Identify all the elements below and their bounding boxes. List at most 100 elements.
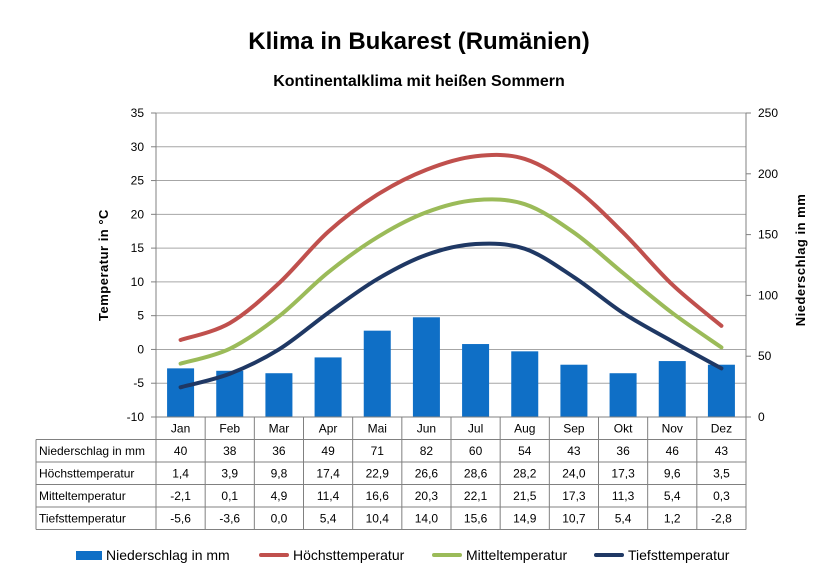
table-cell: 0,3 [713, 489, 730, 503]
table-cell: 0,0 [271, 511, 288, 525]
table-cell: 17,4 [316, 466, 340, 480]
table-cell: 5,4 [615, 511, 632, 525]
table-row-label: Tiefsttemperatur [39, 511, 126, 525]
min-temp-line [178, 241, 724, 390]
table-cell: 5,4 [320, 511, 337, 525]
table-cell: 4,9 [271, 489, 288, 503]
left-axis-tick-label: 5 [137, 309, 144, 323]
table-cell: 43 [567, 444, 581, 458]
precipitation-bar [658, 361, 686, 417]
left-axis-tick-label: 30 [131, 140, 145, 154]
table-cell: 9,6 [664, 466, 681, 480]
month-label: Jul [468, 421, 483, 435]
legend-item-max-temp: Höchsttemperatur [259, 547, 404, 563]
left-axis-title: Temperatur in °C [96, 209, 111, 321]
month-label: Jun [417, 421, 436, 435]
table-cell: 17,3 [562, 489, 586, 503]
month-label: Apr [319, 421, 338, 435]
month-label: Mai [368, 421, 387, 435]
legend-label-precipitation: Niederschlag in mm [106, 547, 230, 563]
table-cell: 3,5 [713, 466, 730, 480]
table-cell: 20,3 [415, 489, 439, 503]
table-cell: 16,6 [366, 489, 390, 503]
table-cell: 28,6 [464, 466, 488, 480]
left-axis-tick-label: 25 [131, 174, 145, 188]
chart-legend: Niederschlag in mm Höchsttemperatur Mitt… [0, 547, 838, 567]
table-cell: -2,8 [711, 511, 732, 525]
month-label: Dez [711, 421, 732, 435]
month-label: Mar [269, 421, 290, 435]
legend-swatch-min-temp [594, 553, 624, 557]
table-cell: 40 [174, 444, 188, 458]
table-cell: 71 [371, 444, 385, 458]
table-cell: 26,6 [415, 466, 439, 480]
month-label: Nov [662, 421, 683, 435]
month-label: Sep [563, 421, 585, 435]
table-cell: 22,9 [366, 466, 390, 480]
table-cell: 24,0 [562, 466, 586, 480]
right-axis-tick-label: 250 [758, 106, 778, 120]
table-cell: 21,5 [513, 489, 537, 503]
precipitation-bar [314, 357, 342, 417]
precipitation-bar [363, 330, 391, 417]
right-axis-tick-label: 200 [758, 167, 778, 181]
precipitation-bar [511, 351, 539, 417]
table-cell: 54 [518, 444, 532, 458]
table-cell: 36 [616, 444, 630, 458]
precipitation-bar [412, 317, 440, 417]
chart-title: Klima in Bukarest (Rumänien) [248, 28, 590, 55]
left-axis-tick-label: 15 [131, 241, 145, 255]
right-axis-title: Niederschlag in mm [793, 194, 808, 327]
table-cell: 10,4 [366, 511, 390, 525]
precipitation-bar [265, 373, 293, 417]
precipitation-bar [707, 364, 735, 417]
left-axis-tick-label: 35 [131, 106, 145, 120]
table-cell: -3,6 [219, 511, 240, 525]
precipitation-bar [167, 368, 195, 417]
legend-swatch-mean-temp [432, 553, 462, 557]
table-cell: 9,8 [271, 466, 288, 480]
table-cell: 15,6 [464, 511, 488, 525]
table-cell: 49 [321, 444, 335, 458]
precipitation-bar [560, 364, 588, 417]
month-label: Okt [614, 421, 633, 435]
max-temp-line [178, 152, 724, 342]
left-axis-tick-label: 0 [137, 342, 144, 356]
right-axis-tick-label: 100 [758, 288, 778, 302]
table-cell: 1,4 [172, 466, 189, 480]
left-axis-tick-label: -5 [133, 376, 144, 390]
legend-item-mean-temp: Mitteltemperatur [432, 547, 567, 563]
table-cell: 46 [666, 444, 680, 458]
precipitation-bar [462, 344, 490, 417]
table-cell: 11,4 [317, 489, 340, 503]
table-cell: 5,4 [664, 489, 681, 503]
table-cell: 0,1 [221, 489, 238, 503]
table-cell: -2,1 [170, 489, 191, 503]
legend-label-max-temp: Höchsttemperatur [293, 547, 405, 563]
left-axis-tick-label: -10 [127, 410, 145, 424]
mean-temp-line [178, 197, 724, 366]
table-cell: 60 [469, 444, 483, 458]
table-cell: 10,7 [562, 511, 586, 525]
table-row-label: Mitteltemperatur [39, 489, 126, 503]
table-row-label: Höchsttemperatur [39, 466, 134, 480]
legend-item-min-temp: Tiefsttemperatur [594, 547, 729, 563]
table-cell: 28,2 [513, 466, 537, 480]
table-cell: 11,3 [612, 489, 635, 503]
table-cell: 22,1 [464, 489, 488, 503]
legend-label-mean-temp: Mitteltemperatur [466, 547, 568, 563]
table-row-label: Niederschlag in mm [39, 444, 145, 458]
table-cell: 82 [420, 444, 434, 458]
legend-swatch-max-temp [259, 553, 289, 557]
right-axis-tick-label: 50 [758, 349, 772, 363]
left-axis-tick-label: 10 [131, 275, 145, 289]
legend-label-min-temp: Tiefsttemperatur [628, 547, 730, 563]
table-cell: -5,6 [170, 511, 191, 525]
table-cell: 3,9 [221, 466, 238, 480]
month-label: Feb [219, 421, 240, 435]
table-cell: 43 [715, 444, 729, 458]
month-label: Aug [514, 421, 535, 435]
right-axis-tick-label: 150 [758, 228, 778, 242]
legend-item-precipitation: Niederschlag in mm [76, 547, 230, 563]
